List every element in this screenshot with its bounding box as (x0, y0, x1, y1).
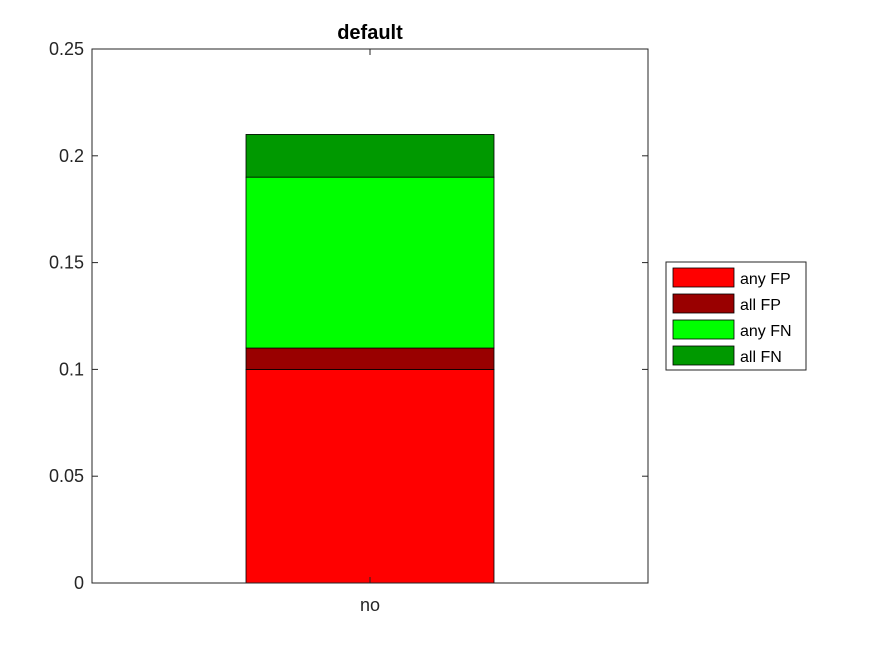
x-tick-label: no (360, 595, 380, 615)
legend[interactable]: any FP all FP any FN all FN (665, 261, 807, 371)
legend-label: any FN (740, 323, 792, 340)
y-axis: 0 0.05 0.1 0.15 0.2 0.25 (49, 39, 648, 593)
y-tick-label: 0.2 (59, 146, 84, 166)
legend-swatch (672, 345, 735, 366)
y-tick-label: 0.25 (49, 39, 84, 59)
legend-swatch (672, 267, 735, 288)
x-axis: no (360, 49, 380, 615)
bar-segment-any-fn (245, 176, 495, 349)
bar-segment-any-fp (245, 368, 495, 584)
y-tick-label: 0 (74, 573, 84, 593)
bar-segment-all-fp (245, 347, 495, 370)
legend-label: all FN (740, 349, 782, 366)
y-tick-label: 0.05 (49, 466, 84, 486)
chart-title: default (337, 22, 403, 44)
legend-swatch (672, 319, 735, 340)
bar-segment-all-fn (245, 134, 495, 178)
y-tick-label: 0.1 (59, 359, 84, 379)
legend-label: any FP (740, 271, 791, 288)
legend-swatch (672, 293, 735, 314)
bars-group (245, 134, 495, 584)
legend-label: all FP (740, 297, 781, 314)
y-tick-label: 0.15 (49, 253, 84, 273)
